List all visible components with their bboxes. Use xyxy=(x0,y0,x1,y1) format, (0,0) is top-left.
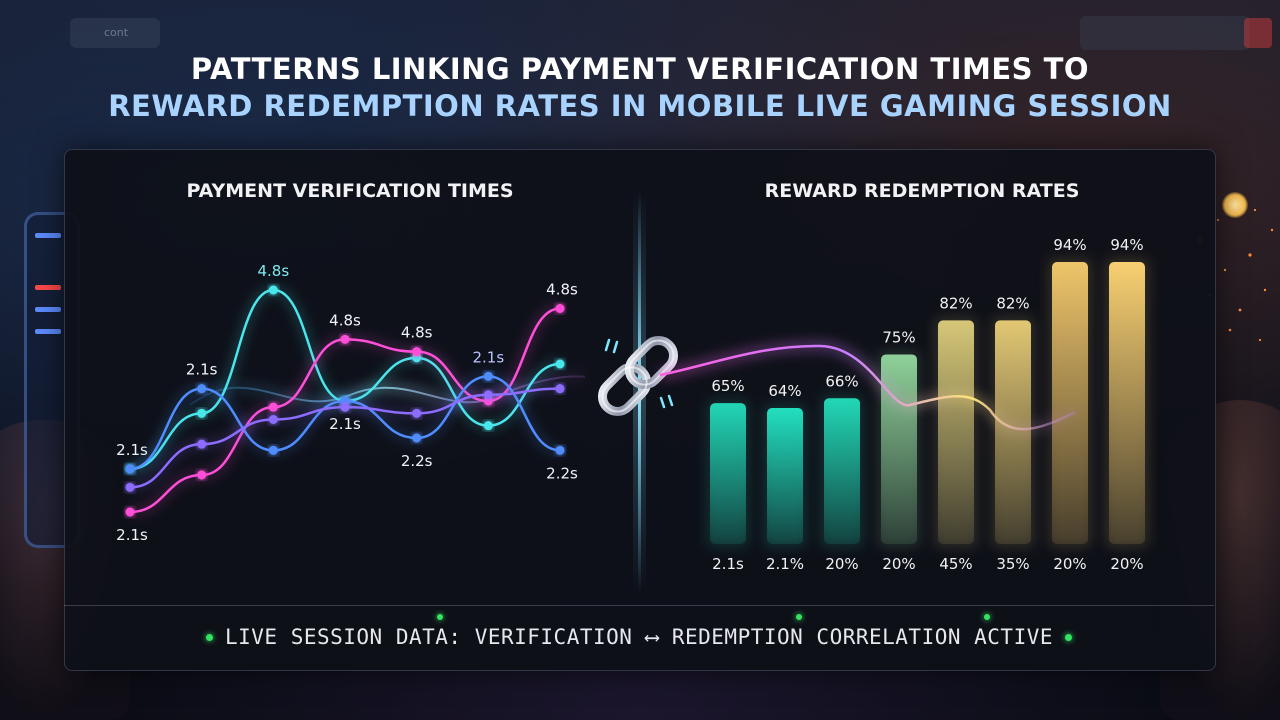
bar-value-label: 64% xyxy=(768,382,801,400)
footer-divider xyxy=(64,605,1214,606)
line-point xyxy=(412,353,422,363)
bar-chart-plot: 65% 2.1s 64% 2.1% 66% 20% 75% 20% 82% 45% 82% 35% 94… xyxy=(706,236,1149,573)
line-point xyxy=(555,384,565,394)
bar-category-label: 45% xyxy=(939,555,972,573)
line-point-label: 2.1s xyxy=(116,441,148,459)
line-point xyxy=(197,439,207,449)
line-point-label: 2.1s xyxy=(472,348,504,366)
bar-category-label: 20% xyxy=(882,555,915,573)
line-point xyxy=(412,433,422,443)
line-point-label: 2.1s xyxy=(116,526,148,544)
line-point xyxy=(125,507,135,517)
line-point xyxy=(412,408,422,418)
status-indicator-dot xyxy=(796,614,802,620)
line-point xyxy=(197,408,207,418)
bar xyxy=(767,408,803,544)
bar-value-label: 94% xyxy=(1053,236,1086,254)
line-point xyxy=(268,285,278,295)
line-point xyxy=(412,347,422,357)
line-point xyxy=(483,390,493,400)
line-point xyxy=(340,396,350,406)
live-status-bar: LIVE SESSION DATA: VERIFICATION ⟷ REDEMP… xyxy=(64,622,1214,652)
phone-bar xyxy=(35,233,61,238)
line-point xyxy=(197,470,207,480)
live-status-text: LIVE SESSION DATA: VERIFICATION ⟷ REDEMP… xyxy=(224,625,1053,649)
bar xyxy=(1052,262,1088,544)
bar-value-label: 75% xyxy=(882,328,915,346)
line-chart-plot: 2.1s 4.8s 2.1s 2.1s 4.8s 4.8s 4.8s 2.1s 2.2s 2.1s… xyxy=(116,262,578,544)
line-point-label: 4.8s xyxy=(257,262,289,280)
line-point xyxy=(125,482,135,492)
line-point xyxy=(197,384,207,394)
bar-value-label: 65% xyxy=(711,377,744,395)
phone-bar xyxy=(35,307,61,312)
background-toolbar xyxy=(1080,16,1250,50)
bar-category-label: 2.1% xyxy=(766,555,804,573)
bar xyxy=(938,320,974,544)
line-point-label: 2.2s xyxy=(546,464,578,482)
bar-chart-wave xyxy=(659,344,1076,431)
line-point xyxy=(483,371,493,381)
background-close-icon xyxy=(1244,18,1272,48)
line-point-label: 2.2s xyxy=(401,452,433,470)
line-point-label: 4.8s xyxy=(329,311,361,329)
line-point-label: 2.1s xyxy=(329,415,361,433)
line-point xyxy=(268,402,278,412)
bar xyxy=(1109,262,1145,544)
background-search-box: cont xyxy=(70,18,160,48)
line-point xyxy=(555,359,565,369)
status-indicator-dot xyxy=(205,633,213,641)
line-point-label: 2.1s xyxy=(186,361,218,379)
status-indicator-dot xyxy=(1065,633,1072,641)
line-point xyxy=(125,464,135,474)
status-indicator-dot xyxy=(437,614,443,620)
bar xyxy=(710,403,746,544)
bar-value-label: 66% xyxy=(825,372,858,390)
phone-bar xyxy=(35,329,61,334)
line-point xyxy=(555,304,565,313)
bar-category-label: 20% xyxy=(825,555,858,573)
line-chart-title: PAYMENT VERIFICATION TIMES xyxy=(186,180,514,202)
line-point xyxy=(340,334,350,344)
bar-category-label: 20% xyxy=(1110,555,1143,573)
line-point xyxy=(268,415,278,424)
bar-category-label: 35% xyxy=(996,555,1029,573)
phone-bar xyxy=(35,285,61,290)
line-point xyxy=(340,402,350,412)
bar xyxy=(824,398,860,544)
line-chart-swirl xyxy=(189,375,586,406)
background-light-orb xyxy=(1222,192,1248,218)
page-title-line-1: PATTERNS LINKING PAYMENT VERIFICATION TI… xyxy=(190,52,1090,86)
page-title-line-2: REWARD REDEMPTION RATES IN MOBILE LIVE G… xyxy=(108,89,1172,123)
bar-value-label: 82% xyxy=(996,294,1029,312)
line-point xyxy=(268,445,278,455)
line-point xyxy=(483,396,493,406)
bar-chart-title: REWARD REDEMPTION RATES xyxy=(764,180,1080,202)
line-point xyxy=(555,445,565,455)
line-point xyxy=(483,421,493,431)
bar-value-label: 94% xyxy=(1110,236,1143,254)
status-indicator-dot xyxy=(984,614,990,620)
bar-category-label: 20% xyxy=(1053,555,1086,573)
line-point-label: 4.8s xyxy=(401,324,433,342)
bar-category-label: 2.1s xyxy=(712,555,744,573)
chain-spark-icon xyxy=(604,338,674,409)
bar-value-label: 82% xyxy=(939,294,972,312)
line-point-label: 4.8s xyxy=(546,281,578,299)
